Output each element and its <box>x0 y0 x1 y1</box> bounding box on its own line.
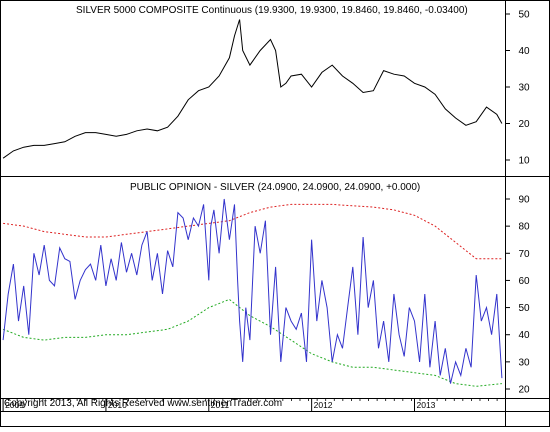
public-opinion-line <box>2 198 503 384</box>
xtick-label-2013: 2013 <box>416 400 435 410</box>
x-axis: 2009 2010 2011 2012 2013 <box>0 398 498 411</box>
bottom-ytick-label-60: 60 <box>518 276 530 287</box>
public-opinion-panel: 20 30 40 50 60 70 80 90 2009 2010 2011 2012 2013 <box>0 195 530 411</box>
top-ytick-label-10: 10 <box>518 156 530 167</box>
bottom-ytick-label-30: 30 <box>518 357 530 368</box>
bottom-ytick-label-20: 20 <box>518 385 530 396</box>
silver-price-panel: 10 20 30 40 50 <box>2 10 530 167</box>
xtick-label-2012: 2012 <box>314 400 333 410</box>
top-chart-title: SILVER 5000 COMPOSITE Continuous (19.930… <box>76 5 468 16</box>
xtick-label-2009: 2009 <box>5 400 24 410</box>
bottom-ytick-label-40: 40 <box>518 330 530 341</box>
silver-price-line <box>2 19 503 159</box>
bottom-ytick-label-70: 70 <box>518 249 530 260</box>
upper-band-line <box>3 203 502 260</box>
bottom-ytick-label-90: 90 <box>518 195 530 206</box>
copyright-text: Copyright 2013, All Rights Reserved www.… <box>4 398 282 409</box>
xtick-label-2010: 2010 <box>108 400 127 410</box>
bottom-ytick-label-80: 80 <box>518 222 530 233</box>
bottom-ytick-label-50: 50 <box>518 303 530 314</box>
top-ytick-label-20: 20 <box>518 119 530 130</box>
xtick-label-2011: 2011 <box>211 400 230 410</box>
top-ytick-label-40: 40 <box>518 46 530 57</box>
lower-band-line <box>2 298 502 387</box>
top-ytick-label-50: 50 <box>518 10 530 21</box>
bottom-chart-title: PUBLIC OPINION - SILVER (24.0900, 24.090… <box>130 182 420 193</box>
top-ytick-label-30: 30 <box>518 83 530 94</box>
